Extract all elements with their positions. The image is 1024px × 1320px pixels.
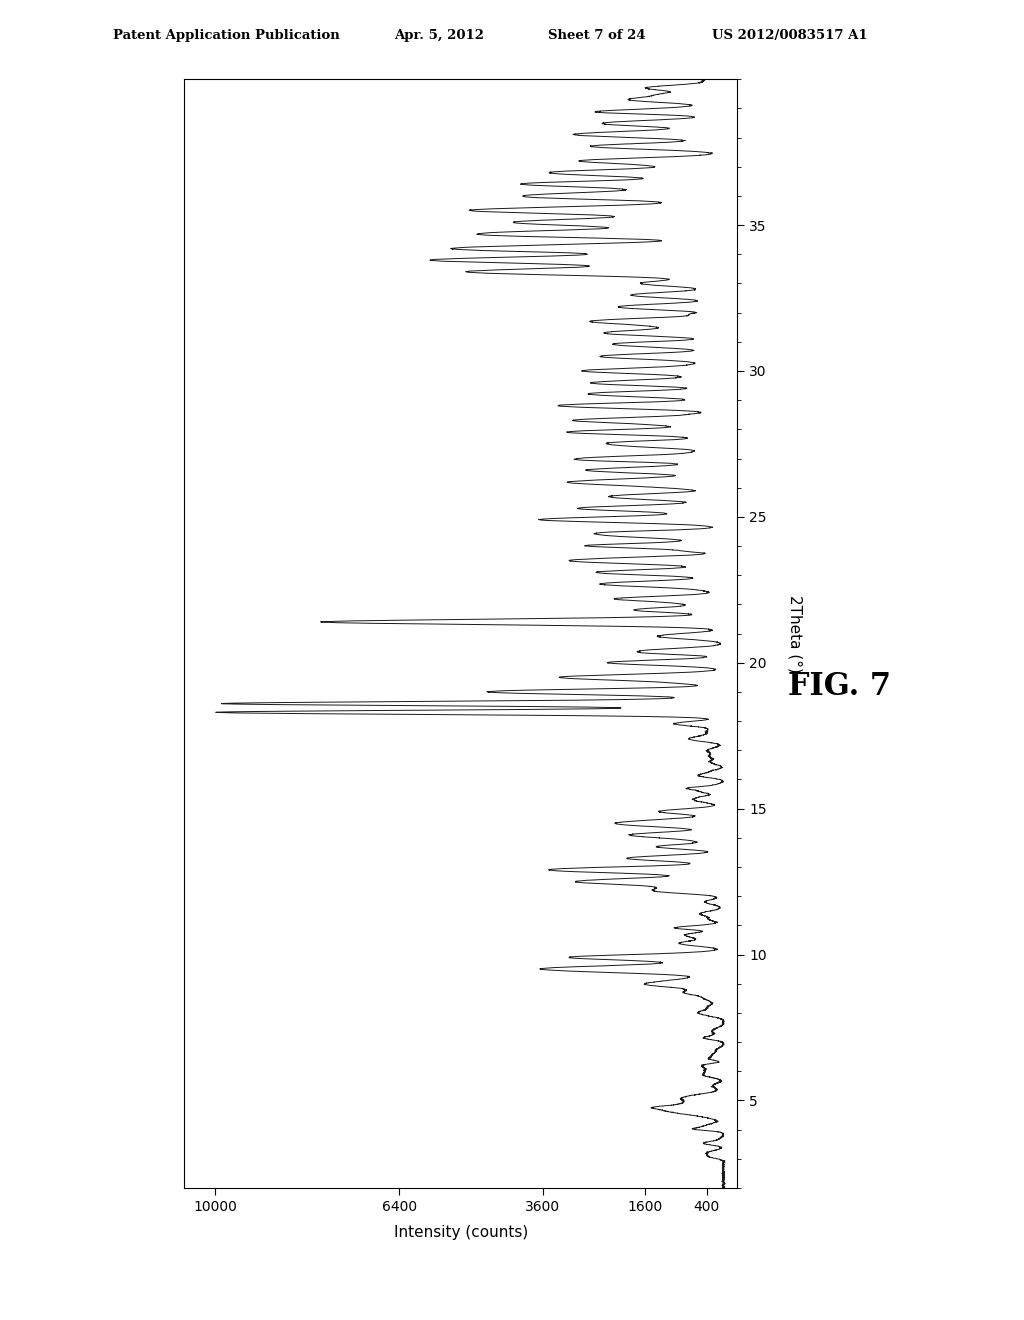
Text: FIG. 7: FIG. 7 [788, 671, 892, 702]
Text: Sheet 7 of 24: Sheet 7 of 24 [548, 29, 645, 42]
X-axis label: Intensity (counts): Intensity (counts) [393, 1225, 528, 1239]
Text: US 2012/0083517 A1: US 2012/0083517 A1 [712, 29, 867, 42]
Text: Apr. 5, 2012: Apr. 5, 2012 [394, 29, 484, 42]
Text: Patent Application Publication: Patent Application Publication [113, 29, 339, 42]
Y-axis label: 2Theta (°): 2Theta (°) [787, 595, 803, 672]
